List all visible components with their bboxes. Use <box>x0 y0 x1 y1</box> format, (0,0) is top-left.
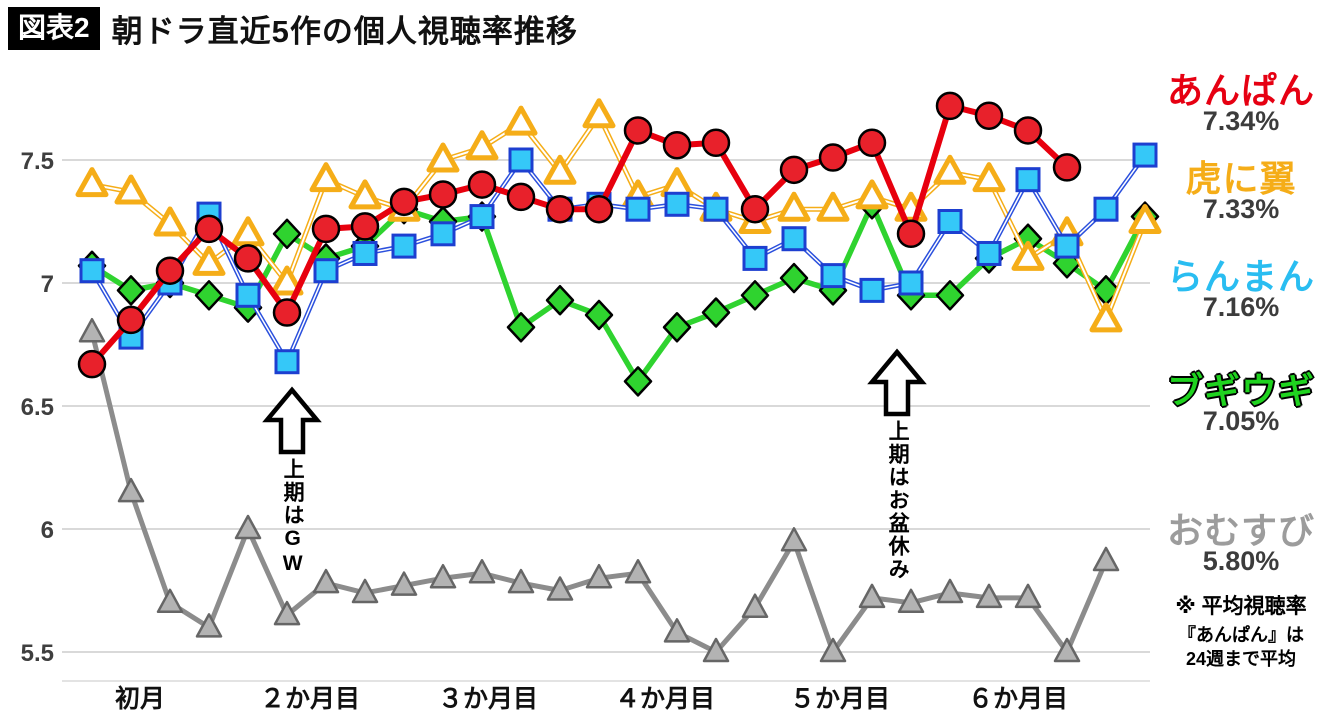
x-axis-tick-label: ５か月目 <box>790 685 890 713</box>
legend-boogie-value: 7.05% <box>1202 406 1280 436</box>
y-axis-tick-label: 6 <box>41 517 54 544</box>
figure-titlebar: 図表2 朝ドラ直近5作の個人視聴率推移 <box>8 6 578 51</box>
x-axis-tick-label: ４か月目 <box>615 685 715 713</box>
x-axis-tick-label: 初月 <box>115 685 165 713</box>
annotation-up-arrow-1 <box>262 386 322 455</box>
x-axis-tick-label: ６か月目 <box>968 685 1068 713</box>
footnote-line-1: ※ 平均視聴率 <box>1175 595 1307 618</box>
legend-omusubi-value: 5.80% <box>1202 546 1280 576</box>
legend-ranman-label: らんまん <box>1166 256 1315 297</box>
annotation-text-obon: 上期はお盆休み <box>886 420 910 581</box>
legend-ranman-value: 7.16% <box>1202 292 1280 322</box>
x-axis-tick-label: ３か月目 <box>438 685 538 713</box>
figure-title-badge: 図表2 <box>8 7 100 50</box>
legend-tora-value: 7.33% <box>1202 194 1280 224</box>
legend-anpan-label: あんぱん <box>1166 70 1315 111</box>
y-axis-tick-label: 6.5 <box>21 394 54 421</box>
footnote-line-3: 24週まで平均 <box>1185 649 1297 669</box>
annotation-text-golden-week: 上期はGW <box>281 458 305 577</box>
gridlines: 7.5 7 6.5 6 5.5 <box>21 148 1150 682</box>
footnote-line-2: 『あんぱん』は <box>1178 625 1304 645</box>
series-anpan <box>77 91 1082 379</box>
annotation-up-arrow-2 <box>867 348 927 417</box>
legend-boogie-label: ブギウギ <box>1166 370 1315 411</box>
x-axis-tick-label: ２か月目 <box>260 685 360 713</box>
legend-anpan-value: 7.34% <box>1202 106 1280 136</box>
series-omusubi <box>78 317 1120 663</box>
legend-tora-label: 虎に翼 <box>1185 158 1297 199</box>
legend-omusubi-label: おむすび <box>1166 510 1315 551</box>
y-axis-tick-label: 7 <box>41 271 54 298</box>
y-axis-tick-label: 5.5 <box>21 640 54 667</box>
x-axis-labels: 初月 ２か月目 ３か月目 ４か月目 ５か月目 ６か月目 <box>115 685 1068 713</box>
figure-title: 朝ドラ直近5作の個人視聴率推移 <box>111 14 578 49</box>
y-axis-tick-label: 7.5 <box>21 148 54 175</box>
